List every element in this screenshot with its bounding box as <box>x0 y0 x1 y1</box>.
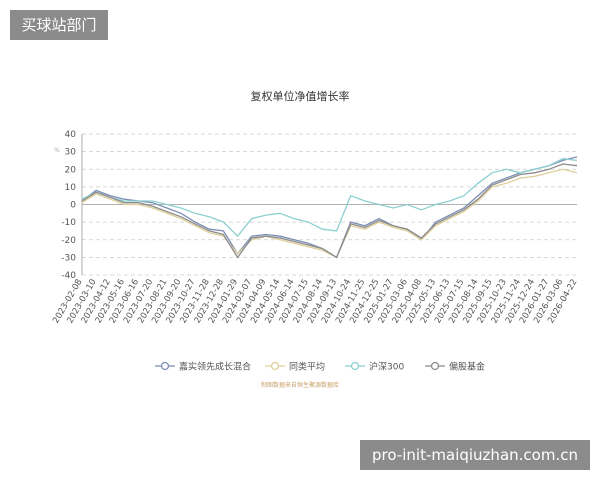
y-tick-label: 20 <box>65 165 77 175</box>
chart-title: 复权单位净值增长率 <box>251 89 350 103</box>
legend-marker <box>270 361 280 371</box>
legend-marker <box>350 361 360 371</box>
legend-marker <box>160 361 170 371</box>
y-axis-unit: % <box>54 147 60 154</box>
source-note: 制图数据来自恒生聚源数据库 <box>261 381 339 389</box>
y-tick-label: -40 <box>61 271 76 281</box>
y-tick-label: -10 <box>61 218 76 228</box>
legend-label: 嘉实领先成长混合 <box>179 361 251 373</box>
y-tick-label: 10 <box>65 183 77 193</box>
series-line <box>81 158 578 238</box>
legend-marker <box>430 361 440 371</box>
legend-item[interactable]: 同类平均 <box>265 361 325 373</box>
watermark: 买球站部门 <box>10 10 108 40</box>
legend-label: 同类平均 <box>289 361 325 373</box>
series-line <box>81 168 578 259</box>
y-tick-label: -20 <box>61 236 76 246</box>
y-tick-label: -30 <box>61 253 76 263</box>
y-tick-label: 0 <box>70 201 76 211</box>
series-line <box>81 163 578 259</box>
legend-item[interactable]: 偏股基金 <box>425 361 485 373</box>
legend-item[interactable]: 沪深300 <box>345 361 404 373</box>
legend-label: 沪深300 <box>369 361 404 373</box>
legend-item[interactable]: 嘉实领先成长混合 <box>155 361 251 373</box>
y-tick-label: 30 <box>65 148 77 158</box>
legend-label: 偏股基金 <box>449 361 485 373</box>
watermark: pro-init-maiqiuzhan.com.cn <box>360 440 590 470</box>
y-tick-label: 40 <box>65 130 77 140</box>
